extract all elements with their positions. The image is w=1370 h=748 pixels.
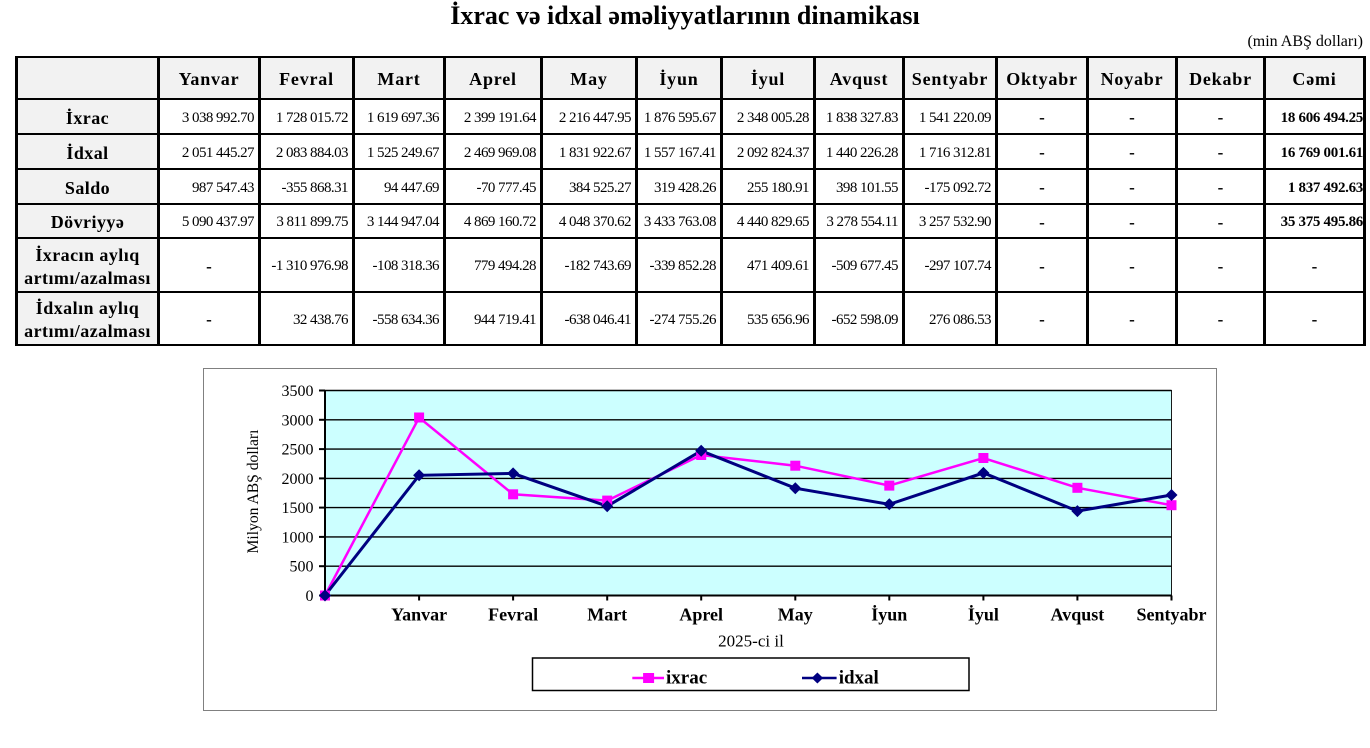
svg-text:2000: 2000 [282,471,314,488]
svg-text:May: May [778,605,813,625]
svg-text:İyun: İyun [871,605,907,625]
svg-text:ixrac: ixrac [666,668,707,689]
svg-text:idxal: idxal [839,668,879,689]
svg-text:1000: 1000 [282,529,314,546]
svg-text:Aprel: Aprel [679,605,723,625]
svg-text:İyul: İyul [968,605,999,625]
svg-text:0: 0 [306,588,314,605]
svg-text:Fevral: Fevral [488,605,538,625]
svg-text:3500: 3500 [282,383,314,400]
svg-text:1500: 1500 [282,500,314,517]
svg-text:2025-ci il: 2025-ci il [718,632,784,651]
svg-text:Sentyabr: Sentyabr [1136,605,1206,625]
svg-text:Milyon ABŞ dolları: Milyon ABŞ dolları [245,429,262,554]
svg-text:500: 500 [290,559,314,576]
svg-text:3000: 3000 [282,412,314,429]
svg-text:Mart: Mart [587,605,627,625]
svg-text:Yanvar: Yanvar [391,605,447,625]
svg-text:Avqust: Avqust [1051,605,1105,625]
svg-text:2500: 2500 [282,442,314,459]
